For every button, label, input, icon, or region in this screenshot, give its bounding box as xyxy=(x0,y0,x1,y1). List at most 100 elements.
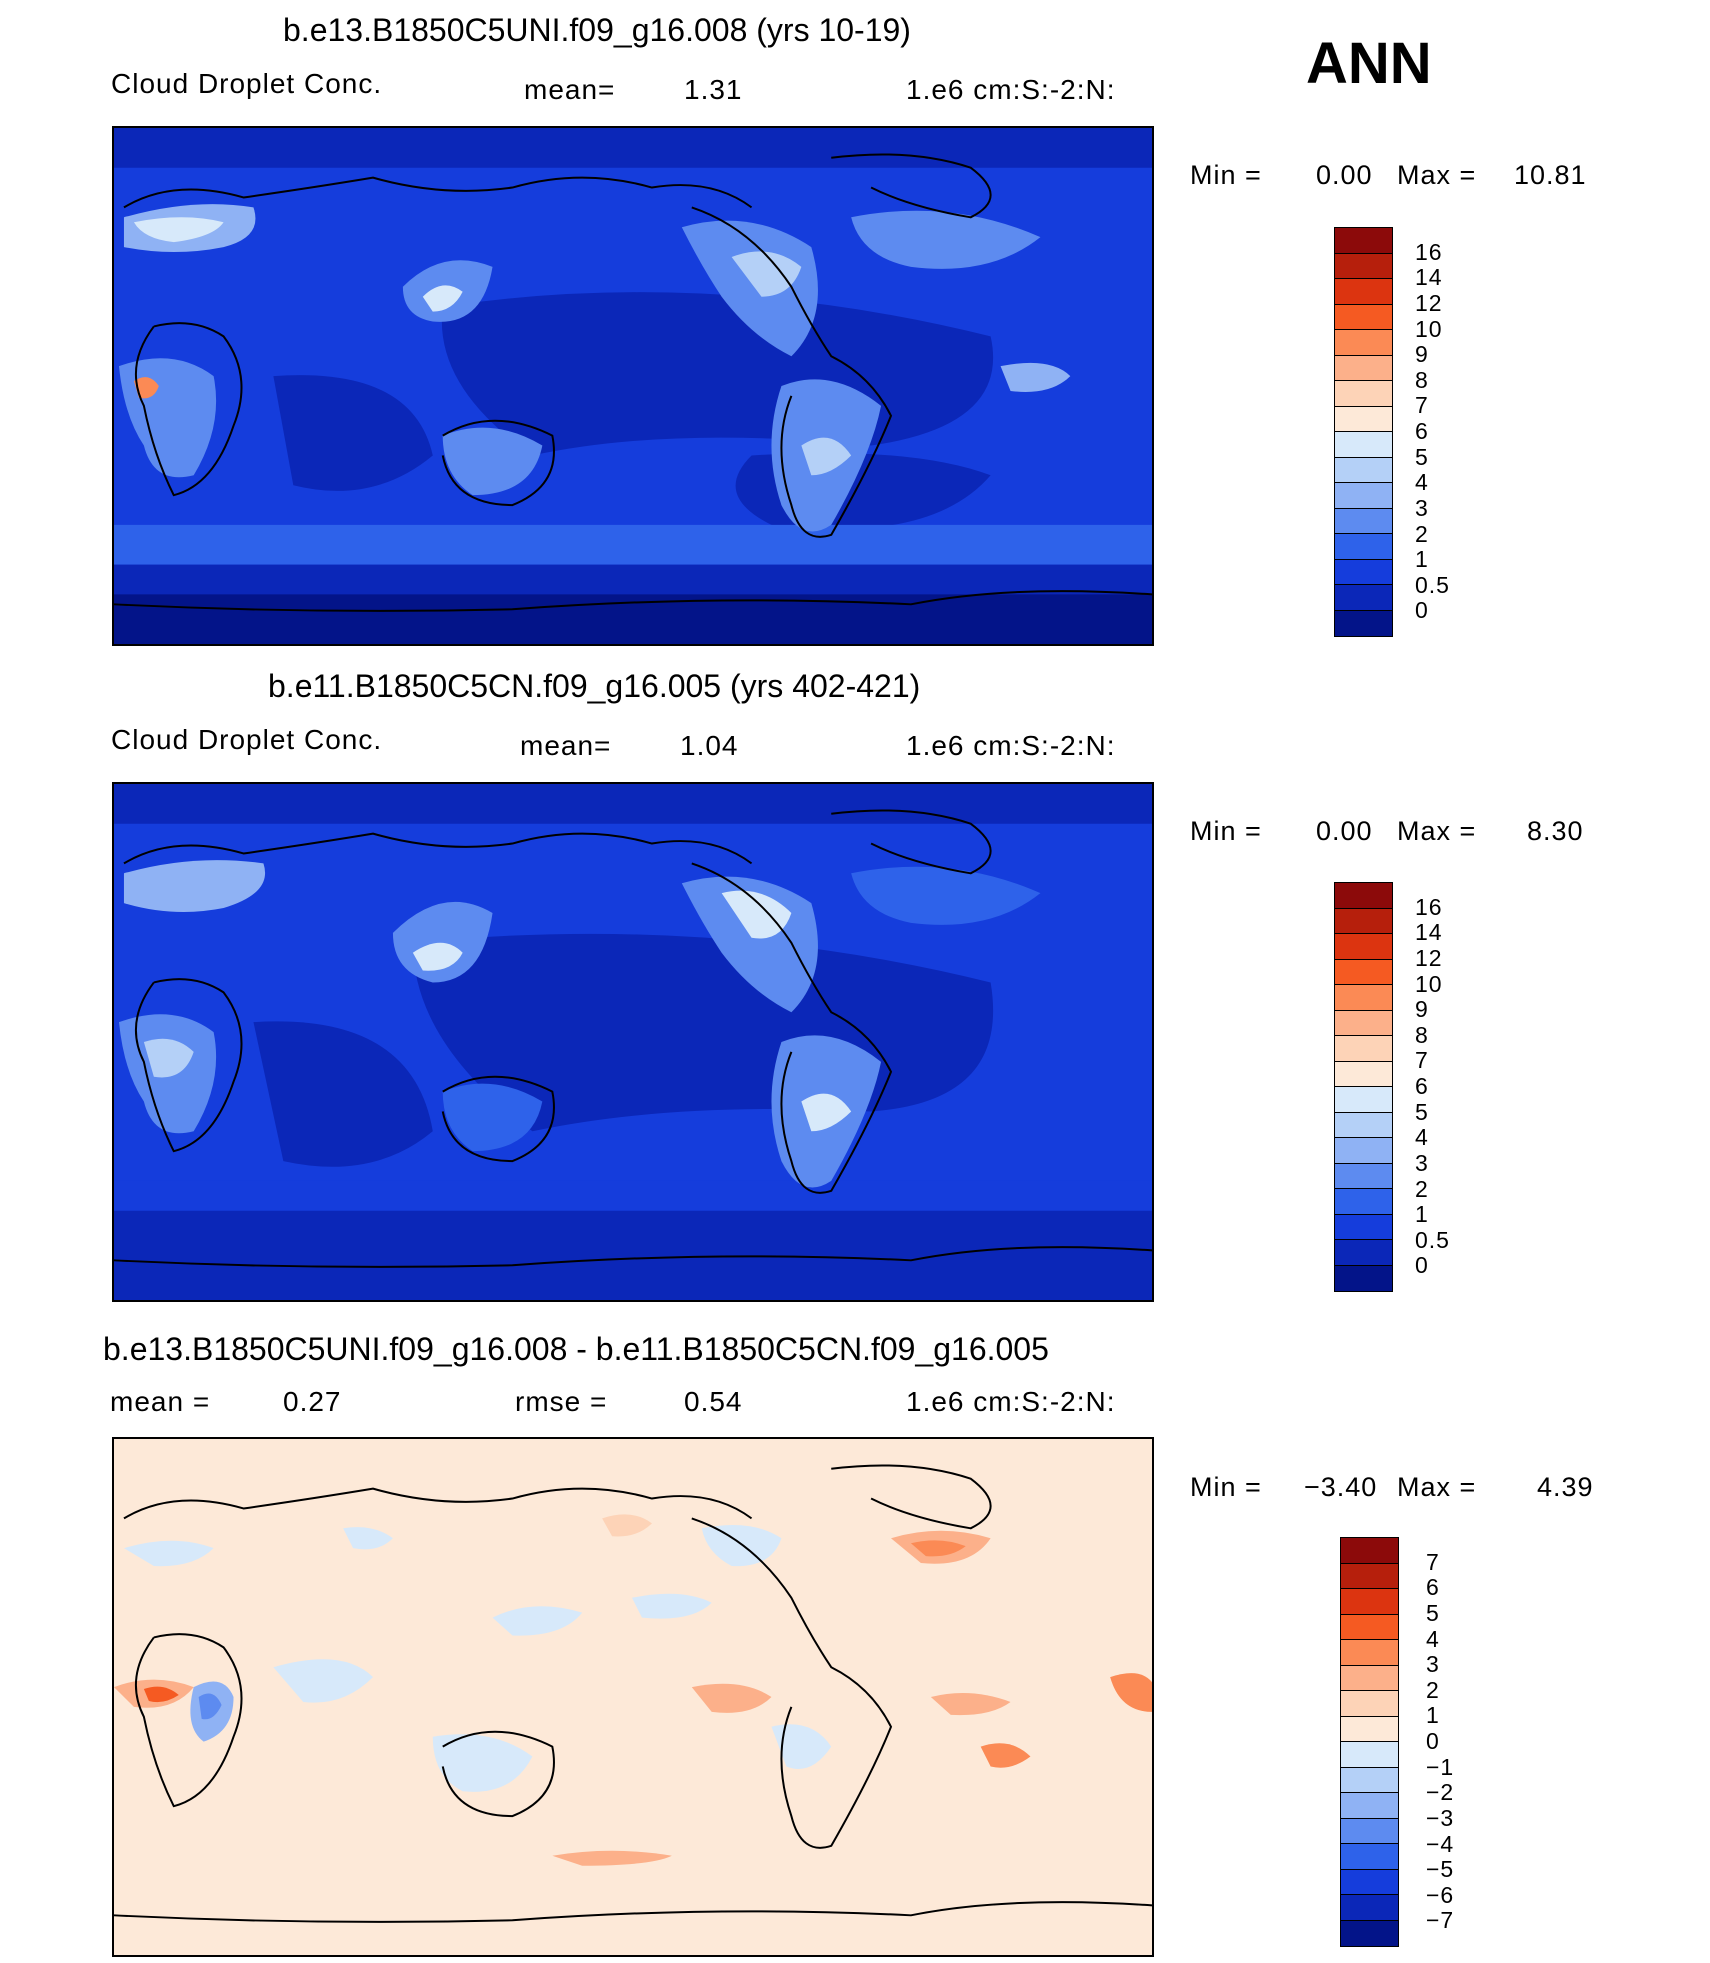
panel-1-colorbar xyxy=(1334,227,1393,637)
colorbar-segment xyxy=(1341,1665,1398,1691)
colorbar-tick-label: 5 xyxy=(1426,1599,1440,1626)
colorbar-segment xyxy=(1335,534,1392,560)
colorbar-segment xyxy=(1341,1818,1398,1844)
colorbar-tick-label: 1 xyxy=(1415,1201,1429,1228)
colorbar-tick-label: 9 xyxy=(1415,996,1429,1023)
colorbar-segment xyxy=(1335,908,1392,934)
panel-2-max-label: Max = xyxy=(1397,816,1477,846)
colorbar-tick-label: 12 xyxy=(1415,944,1443,971)
colorbar-segment xyxy=(1335,883,1392,909)
panel-3-min-value: −3.40 xyxy=(1304,1472,1378,1502)
panel-2-mean-value: 1.04 xyxy=(680,730,739,761)
panel-3-units: 1.e6 cm:S:-2:N: xyxy=(906,1386,1116,1417)
colorbar-tick-label: −5 xyxy=(1426,1856,1455,1883)
colorbar-segment xyxy=(1341,1742,1398,1768)
colorbar-segment xyxy=(1335,1010,1392,1036)
colorbar-tick-label: −4 xyxy=(1426,1830,1455,1857)
colorbar-segment xyxy=(1341,1614,1398,1640)
colorbar-tick-label: 2 xyxy=(1415,1175,1429,1202)
panel-2-colorbar xyxy=(1334,882,1393,1292)
colorbar-segment xyxy=(1341,1716,1398,1742)
colorbar-segment xyxy=(1335,381,1392,407)
panel-1-map xyxy=(112,126,1154,646)
colorbar-tick-label: 3 xyxy=(1415,1149,1429,1176)
colorbar-tick-label: −3 xyxy=(1426,1804,1455,1831)
colorbar-segment xyxy=(1335,432,1392,458)
panel-3-max-value: 4.39 xyxy=(1537,1472,1594,1502)
panel-1-units: 1.e6 cm:S:-2:N: xyxy=(906,74,1116,105)
colorbar-segment xyxy=(1341,1844,1398,1870)
colorbar-tick-label: 16 xyxy=(1415,238,1443,265)
colorbar-segment xyxy=(1335,1265,1392,1291)
colorbar-segment xyxy=(1335,1163,1392,1189)
panel-1-mean-value: 1.31 xyxy=(684,74,743,105)
panel-2-min-value: 0.00 xyxy=(1316,816,1373,846)
colorbar-tick-label: 1 xyxy=(1415,546,1429,573)
colorbar-tick-label: 5 xyxy=(1415,443,1429,470)
panel-3-colorbar xyxy=(1340,1537,1399,1947)
panel-3-mean-label: mean = xyxy=(110,1386,211,1417)
colorbar-segment xyxy=(1335,304,1392,330)
colorbar-segment xyxy=(1335,279,1392,305)
colorbar-segment xyxy=(1335,253,1392,279)
colorbar-segment xyxy=(1335,934,1392,960)
colorbar-segment xyxy=(1335,610,1392,636)
colorbar-segment xyxy=(1335,355,1392,381)
panel-1-min-value: 0.00 xyxy=(1316,160,1373,190)
colorbar-tick-label: 10 xyxy=(1415,315,1443,342)
colorbar-segment xyxy=(1335,985,1392,1011)
panel-3-title: b.e13.B1850C5UNI.f09_g16.008 - b.e11.B18… xyxy=(103,1331,1049,1367)
colorbar-tick-label: 14 xyxy=(1415,919,1443,946)
colorbar-tick-label: 4 xyxy=(1415,469,1429,496)
colorbar-segment xyxy=(1335,483,1392,509)
panel-3-min-label: Min = xyxy=(1190,1472,1262,1502)
colorbar-tick-label: 0.5 xyxy=(1415,1226,1450,1253)
panel-2-mean-label: mean= xyxy=(520,730,612,761)
colorbar-tick-label: 0 xyxy=(1415,1252,1429,1279)
colorbar-tick-label: 5 xyxy=(1415,1098,1429,1125)
panel-1-min-label: Min = xyxy=(1190,160,1262,190)
colorbar-segment xyxy=(1335,330,1392,356)
panel-2-variable-label: Cloud Droplet Conc. xyxy=(111,724,383,755)
colorbar-segment xyxy=(1341,1563,1398,1589)
colorbar-tick-label: 8 xyxy=(1415,366,1429,393)
colorbar-segment xyxy=(1335,406,1392,432)
colorbar-tick-label: 4 xyxy=(1426,1625,1440,1652)
colorbar-tick-label: 0.5 xyxy=(1415,571,1450,598)
colorbar-segment xyxy=(1335,1189,1392,1215)
colorbar-segment xyxy=(1341,1869,1398,1895)
colorbar-segment xyxy=(1335,1240,1392,1266)
colorbar-tick-label: 12 xyxy=(1415,289,1443,316)
panel-2-map-svg xyxy=(114,784,1152,1300)
colorbar-segment xyxy=(1335,1087,1392,1113)
colorbar-tick-label: 6 xyxy=(1415,1073,1429,1099)
panel-1-mean-label: mean= xyxy=(524,74,616,105)
colorbar-tick-label: 4 xyxy=(1415,1124,1429,1151)
panel-3-map xyxy=(112,1437,1154,1957)
colorbar-segment xyxy=(1335,559,1392,585)
colorbar-segment xyxy=(1335,585,1392,611)
panel-2-map xyxy=(112,782,1154,1302)
colorbar-tick-label: 14 xyxy=(1415,264,1443,291)
colorbar-tick-label: 2 xyxy=(1415,520,1429,547)
colorbar-segment xyxy=(1341,1538,1398,1564)
colorbar-segment xyxy=(1335,508,1392,534)
colorbar-tick-label: 7 xyxy=(1415,1047,1429,1074)
colorbar-segment xyxy=(1335,1214,1392,1240)
colorbar-segment xyxy=(1335,1061,1392,1087)
panel-1-max-label: Max = xyxy=(1397,160,1477,190)
panel-2-max-value: 8.30 xyxy=(1527,816,1584,846)
colorbar-tick-label: −7 xyxy=(1426,1907,1455,1934)
panel-1-map-svg xyxy=(114,128,1152,644)
colorbar-tick-label: 0 xyxy=(1415,597,1429,624)
colorbar-segment xyxy=(1341,1793,1398,1819)
colorbar-tick-label: 0 xyxy=(1426,1728,1440,1754)
colorbar-tick-label: 2 xyxy=(1426,1676,1440,1703)
panel-1-max-value: 10.81 xyxy=(1514,160,1587,190)
panel-3-rmse-label: rmse = xyxy=(515,1386,608,1417)
panel-2-units: 1.e6 cm:S:-2:N: xyxy=(906,730,1116,761)
colorbar-tick-label: 3 xyxy=(1415,494,1429,521)
colorbar-tick-label: 16 xyxy=(1415,893,1443,920)
panel-2-min-label: Min = xyxy=(1190,816,1262,846)
colorbar-segment xyxy=(1335,228,1392,254)
